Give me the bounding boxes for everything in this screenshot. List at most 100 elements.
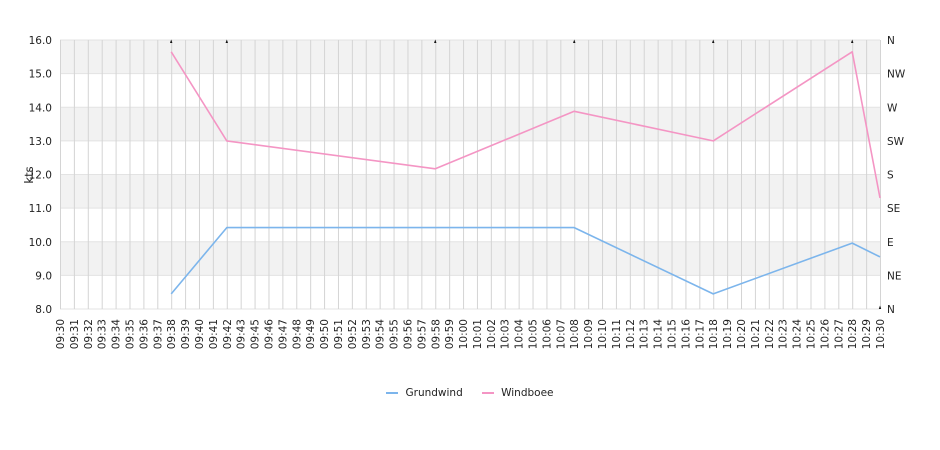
y-axis-ticks: 8.0 9.0 10.0 11.0 12.0 13.0 14.0 15.0 16.0	[29, 35, 52, 316]
y-tick-label: 12.0	[29, 170, 52, 182]
legend-swatch-grundwind	[386, 392, 399, 394]
vertical-gridlines	[60, 40, 881, 309]
direction-tick-label: S	[887, 170, 894, 182]
legend-swatch-windboee	[482, 392, 495, 394]
x-tick-label: 10:17	[694, 319, 706, 349]
x-axis-ticks: 09:30 09:31 09:32 09:33 09:34 09:35 09:36 09:37…	[55, 319, 887, 350]
direction-tick-label: E	[887, 237, 894, 249]
x-tick-label: 10:00	[458, 319, 470, 349]
y-tick-label: 8.0	[35, 304, 52, 316]
wind-direction-arrow-icon	[851, 39, 854, 43]
x-tick-label: 10:21	[750, 319, 762, 349]
x-tick-label: 09:37	[152, 319, 164, 349]
x-tick-label: 09:31	[69, 319, 81, 349]
legend: Grundwind Windboee	[0, 385, 940, 399]
plot-band	[60, 73, 880, 108]
direction-tick-label: N	[887, 304, 895, 316]
x-tick-label: 09:48	[291, 319, 303, 349]
wind-chart: 8.0 9.0 10.0 11.0 12.0 13.0 14.0 15.0 16.0 N NE E S…	[22, 35, 906, 350]
series-line-windboee[interactable]	[170, 50, 881, 199]
plot-band	[60, 208, 880, 242]
x-tick-label: 09:39	[180, 319, 192, 349]
x-tick-label: 09:49	[305, 319, 317, 349]
legend-item-windboee[interactable]: Windboee	[482, 387, 554, 399]
y-tick-label: 15.0	[29, 69, 52, 81]
plot-band	[60, 140, 880, 175]
direction-tick-label: SE	[887, 203, 900, 215]
direction-tick-label: SW	[887, 136, 905, 148]
x-tick-label: 10:11	[611, 319, 623, 349]
x-tick-label: 09:51	[333, 319, 345, 349]
x-tick-label: 10:12	[625, 319, 637, 349]
x-tick-label: 10:07	[555, 319, 567, 349]
plot-band	[60, 40, 880, 74]
x-tick-label: 10:04	[514, 319, 526, 350]
y-tick-label: 13.0	[29, 136, 52, 148]
x-tick-label: 09:43	[236, 319, 248, 349]
x-tick-label: 10:13	[639, 319, 651, 349]
x-tick-label: 10:28	[847, 319, 859, 349]
plot-bands	[60, 39, 880, 310]
x-tick-label: 10:26	[819, 319, 831, 350]
y-axis-label: kts	[22, 166, 36, 183]
x-tick-label: 09:30	[55, 319, 67, 349]
x-tick-label: 09:34	[111, 319, 123, 350]
direction-tick-label: W	[887, 102, 898, 114]
x-tick-label: 10:24	[792, 319, 804, 350]
x-tick-label: 10:23	[778, 319, 790, 349]
wind-direction-arrow-icon	[712, 39, 715, 43]
wind-direction-arrow-icon	[169, 39, 173, 43]
x-tick-label: 10:08	[569, 319, 581, 349]
plot-band	[60, 174, 880, 209]
direction-markers	[169, 39, 882, 309]
x-tick-label: 09:56	[402, 319, 414, 350]
x-tick-label: 10:25	[806, 319, 818, 349]
direction-axis-ticks: N NE E SE S SW W NW N	[887, 35, 906, 316]
x-tick-label: 09:32	[83, 319, 95, 349]
series-line-grundwind[interactable]	[170, 226, 881, 295]
x-tick-label: 09:40	[194, 319, 206, 349]
x-tick-label: 09:42	[222, 319, 234, 349]
x-tick-label: 09:33	[97, 319, 109, 349]
series-lines	[170, 50, 881, 295]
wind-direction-arrow-icon	[225, 39, 228, 43]
x-tick-label: 09:58	[430, 319, 442, 349]
x-tick-label: 09:35	[124, 319, 136, 349]
y-tick-label: 10.0	[29, 237, 52, 249]
x-tick-label: 10:22	[764, 319, 776, 349]
x-tick-label: 10:30	[875, 319, 887, 349]
x-tick-label: 09:38	[166, 319, 178, 349]
y-tick-label: 11.0	[29, 203, 52, 215]
y-tick-label: 9.0	[35, 270, 52, 282]
x-tick-label: 10:01	[472, 319, 484, 349]
x-tick-label: 10:15	[667, 319, 679, 349]
x-tick-label: 10:20	[736, 319, 748, 349]
wind-direction-arrow-icon	[434, 39, 437, 43]
x-tick-label: 09:54	[375, 319, 387, 350]
x-tick-label: 09:41	[208, 319, 220, 349]
x-tick-label: 10:16	[680, 319, 692, 350]
plot-band	[60, 241, 880, 276]
x-tick-label: 09:55	[389, 319, 401, 349]
x-tick-label: 10:27	[833, 319, 845, 349]
wind-direction-arrow-icon	[878, 305, 882, 309]
plot-band	[60, 107, 880, 141]
x-tick-label: 09:46	[263, 319, 275, 350]
x-tick-label: 09:57	[416, 319, 428, 349]
x-tick-label: 09:53	[361, 319, 373, 349]
y-tick-label: 16.0	[29, 35, 52, 47]
x-tick-label: 10:05	[528, 319, 540, 349]
x-tick-label: 10:29	[861, 319, 873, 349]
legend-item-grundwind[interactable]: Grundwind	[386, 387, 463, 399]
x-tick-label: 09:45	[250, 319, 262, 349]
x-tick-label: 09:50	[319, 319, 331, 349]
y-tick-label: 14.0	[29, 102, 52, 114]
x-tick-label: 10:06	[541, 319, 553, 350]
x-tick-label: 09:47	[277, 319, 289, 349]
wind-direction-arrow-icon	[573, 39, 576, 43]
direction-tick-label: NE	[887, 270, 902, 282]
plot-band	[60, 275, 880, 309]
x-tick-label: 09:52	[347, 319, 359, 349]
x-tick-label: 09:59	[444, 319, 456, 349]
x-tick-label: 10:18	[708, 319, 720, 349]
